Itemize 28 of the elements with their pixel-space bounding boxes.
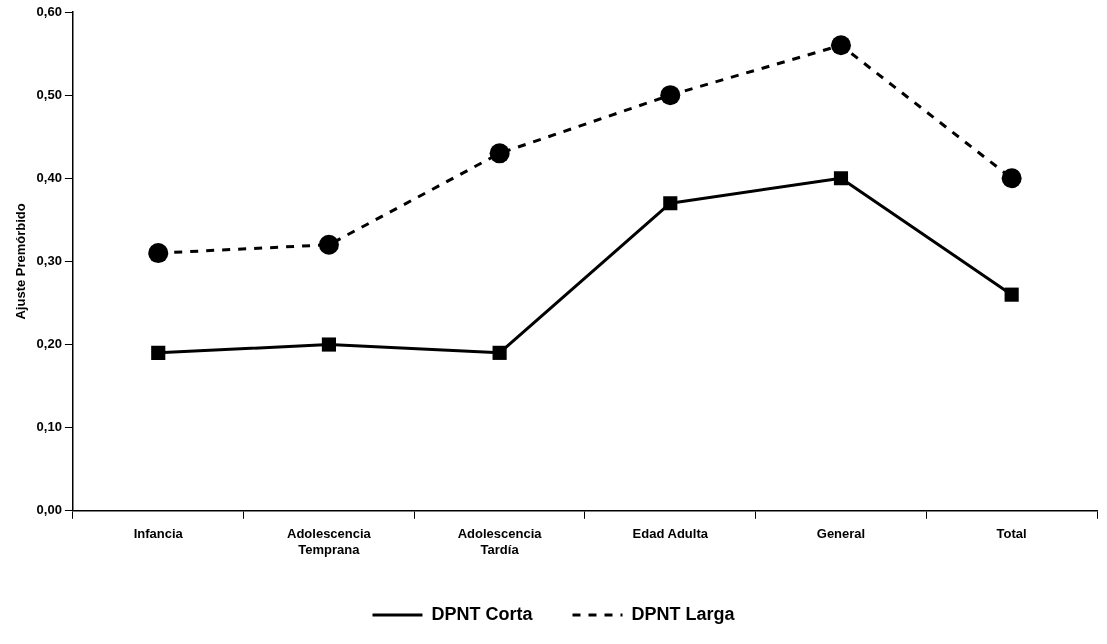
point [1004,287,1019,302]
x-tick-label: Total [996,526,1027,542]
point [492,345,507,360]
point [833,171,849,186]
point [318,234,339,255]
x-tick-label: General [816,526,866,542]
y-tick-label: 0,10 [36,419,62,435]
point [1001,168,1022,189]
point [660,85,681,106]
legend-label: DPNT Corta [431,603,534,624]
y-tick-label: 0,50 [36,86,62,102]
x-tick-label: Edad Adulta [632,526,709,542]
y-tick-label: 0,60 [36,3,62,19]
point [830,35,851,56]
point [148,243,169,264]
y-tick-label: 0,40 [36,169,62,185]
y-tick-label: 0,20 [36,336,62,352]
y-axis-title: Ajuste Premórbido [13,203,29,320]
legend-label: DPNT Larga [631,603,736,624]
point [151,345,166,360]
point [663,196,678,211]
point [321,337,336,352]
x-tick-label: Adolescencia Tardía [457,526,543,557]
y-tick-label: 0,30 [36,252,62,268]
y-tick-label: 0,00 [36,502,62,518]
point [489,143,510,164]
x-tick-label: Adolescencia Temprana [287,526,372,557]
x-tick-label: Infancia [133,526,184,542]
